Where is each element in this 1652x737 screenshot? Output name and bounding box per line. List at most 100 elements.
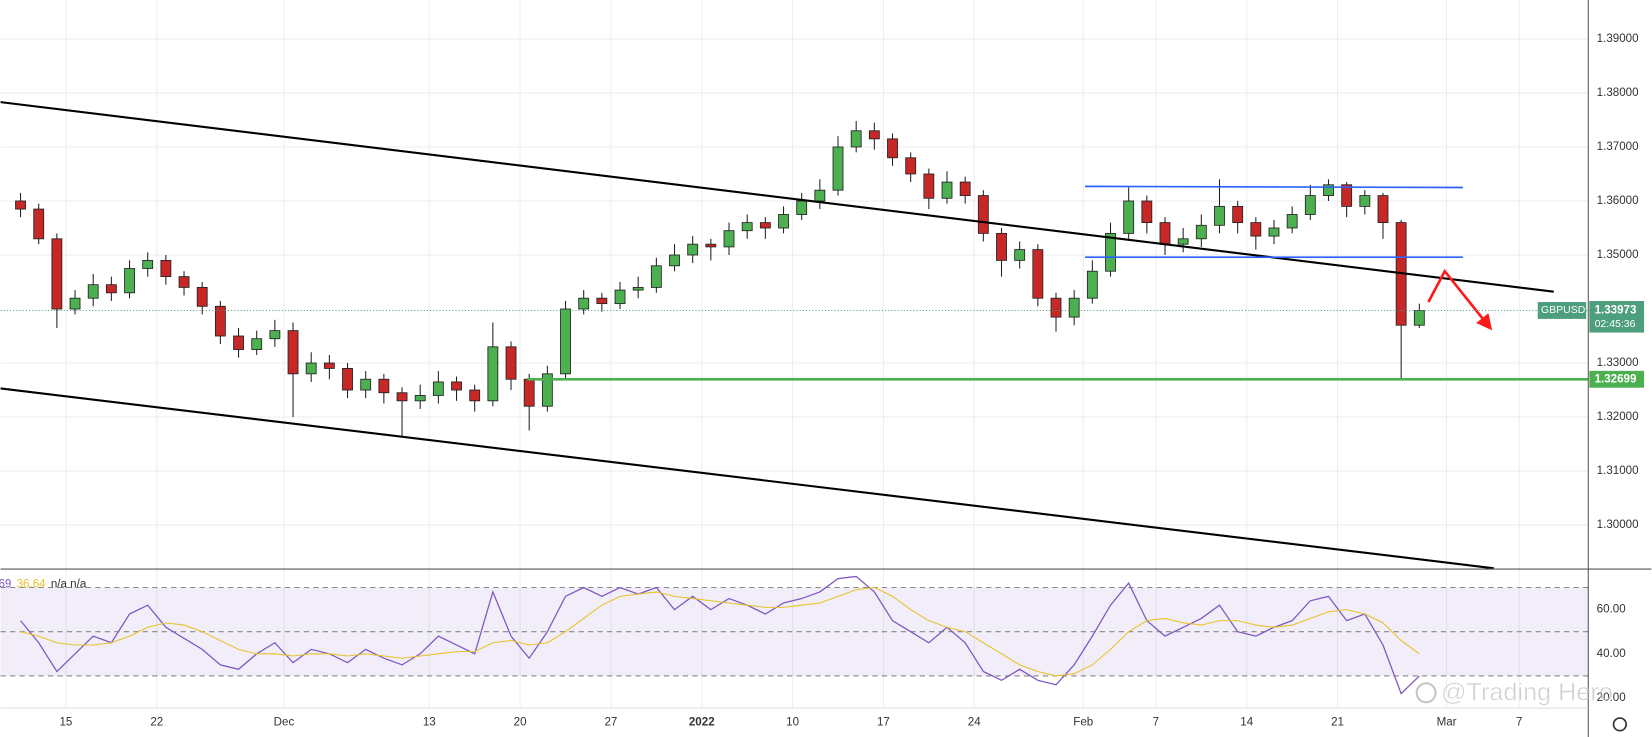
rsi-band xyxy=(0,586,1589,677)
candle-body xyxy=(632,286,644,291)
x-tick-label: 14 xyxy=(1240,716,1253,728)
y-tick-label: 60.00 xyxy=(1597,604,1626,616)
watermark-text: @Trading Hero xyxy=(1441,679,1613,707)
watermark: @Trading Hero xyxy=(1415,678,1613,707)
x-tick-label: 27 xyxy=(604,716,617,728)
candle-body xyxy=(1032,249,1044,299)
candle-body xyxy=(1123,200,1135,234)
candle-body xyxy=(1105,232,1116,272)
y-tick-label: 1.33000 xyxy=(1597,357,1639,369)
candle-body xyxy=(923,173,935,199)
x-tick-label: 21 xyxy=(1331,716,1344,728)
x-tick-label: 24 xyxy=(968,716,981,728)
candle-body xyxy=(1068,297,1080,318)
x-tick-label: 20 xyxy=(514,716,527,728)
candle-body xyxy=(523,378,535,407)
x-tick-label: 10 xyxy=(786,716,799,728)
candle-body xyxy=(396,392,408,402)
candle-body xyxy=(1195,224,1207,240)
rsi-legend-value: n/a n/a xyxy=(51,578,87,590)
candle-body xyxy=(850,130,862,148)
candle-body xyxy=(868,130,880,140)
candle-body xyxy=(251,338,263,350)
x-tick-label: Feb xyxy=(1073,716,1093,728)
candle-body xyxy=(796,200,808,215)
candle-body xyxy=(432,381,444,396)
rsi-legend-value: 36.64 xyxy=(17,578,47,590)
candle-body xyxy=(269,330,281,340)
candle-body xyxy=(469,389,481,402)
y-tick-label: 1.37000 xyxy=(1597,141,1639,153)
watermark-icon xyxy=(1415,682,1437,704)
symbol-label: GBPUSD xyxy=(1541,304,1586,316)
candle-body xyxy=(887,138,898,159)
rsi-line xyxy=(20,586,1420,677)
candle-body xyxy=(832,146,844,191)
support-label-box xyxy=(1589,370,1645,388)
candle-body xyxy=(723,230,735,248)
candle-body xyxy=(1086,270,1098,299)
candle-body xyxy=(941,181,953,199)
candle-body xyxy=(305,362,317,375)
rsi-band-fill xyxy=(0,587,1589,676)
trend-line xyxy=(0,387,1494,570)
candle-body xyxy=(105,284,117,294)
candle-body xyxy=(87,284,99,299)
projection-arrow xyxy=(1427,268,1493,331)
y-tick-label: 1.30000 xyxy=(1597,519,1639,531)
symbol-box xyxy=(1537,302,1587,319)
candle-body xyxy=(741,222,753,232)
candle-body xyxy=(1413,310,1425,326)
x-tick-label: 17 xyxy=(877,716,890,728)
candle-body xyxy=(1141,200,1153,224)
candle-body xyxy=(650,265,662,288)
candle-body xyxy=(323,362,335,369)
candle-body xyxy=(142,259,154,269)
candle-body xyxy=(669,254,680,267)
rsi-line xyxy=(20,575,1420,695)
axes: 15 22 Dec 13 20 27 2022 10 17 24 Feb 7 14 21 Mar 7 1.390… xyxy=(0,33,1645,728)
candle-body xyxy=(360,378,372,391)
candle-body xyxy=(214,305,226,337)
candle-body xyxy=(1250,222,1262,237)
gear[interactable] xyxy=(1612,717,1628,732)
candle-body xyxy=(287,330,299,375)
candle-body xyxy=(778,214,789,229)
candle-body xyxy=(414,395,426,402)
candle-body xyxy=(196,286,208,307)
grid xyxy=(0,0,1589,708)
candle-body xyxy=(541,373,553,407)
y-tick-label: 1.38000 xyxy=(1597,87,1639,99)
y-tick-label: 1.35000 xyxy=(1597,249,1639,261)
last-price-label: 1.33973 xyxy=(1595,305,1637,317)
y-tick-label: 1.39000 xyxy=(1597,33,1639,45)
candle-body xyxy=(69,297,81,310)
candle-body xyxy=(1050,297,1062,318)
candle-body xyxy=(51,238,63,310)
candle-body xyxy=(1214,205,1225,226)
candle-body xyxy=(959,181,971,197)
candle-body xyxy=(1014,249,1026,261)
trend-line xyxy=(0,101,1554,293)
candle-body xyxy=(977,195,989,234)
x-tick-label: 22 xyxy=(150,716,163,728)
candle-body xyxy=(1286,214,1298,229)
x-tick-label: 13 xyxy=(423,716,436,728)
candle-body xyxy=(1323,184,1334,197)
candle-body xyxy=(560,308,571,375)
x-tick-label: 7 xyxy=(1153,716,1159,728)
candle-body xyxy=(378,378,390,394)
candle-body xyxy=(687,243,699,256)
settings-icon[interactable] xyxy=(1612,717,1628,732)
x-tick-label: Mar xyxy=(1437,716,1457,728)
candle-body xyxy=(1359,195,1371,207)
x-tick-label: 15 xyxy=(60,716,73,728)
candle-body xyxy=(1377,195,1389,224)
y-tick-label: 1.36000 xyxy=(1597,195,1639,207)
x-tick-label: 7 xyxy=(1516,716,1522,728)
y-tick-label: 1.31000 xyxy=(1597,465,1639,477)
candle-body xyxy=(124,268,135,294)
candle-body xyxy=(814,189,826,202)
